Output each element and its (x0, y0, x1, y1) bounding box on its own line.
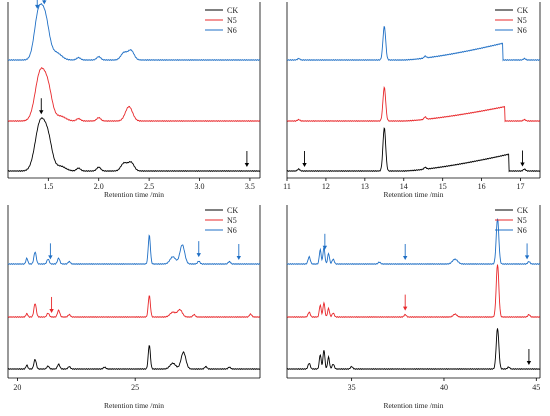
trace-n6 (7, 234, 261, 265)
x-tick-label: 14 (400, 182, 408, 191)
marker-arrowhead (524, 255, 530, 260)
marker-arrowhead (39, 110, 44, 115)
x-tick-label: 20 (13, 383, 21, 392)
legend-label-n5: N5 (517, 16, 527, 25)
x-tick-label: 12 (322, 182, 330, 191)
trace-n5 (7, 67, 261, 122)
legend-label-n5: N5 (517, 216, 527, 225)
trace-ck (7, 117, 261, 172)
x-axis-title: Retention time /min (384, 401, 444, 410)
x-tick-label: 3.0 (195, 182, 205, 191)
trace-n5 (7, 295, 261, 318)
x-tick-label: 3.5 (245, 182, 255, 191)
marker-arrowhead (35, 4, 40, 9)
legend-label-n5: N5 (227, 216, 237, 225)
x-tick-label: 11 (283, 182, 291, 191)
marker-arrowhead (526, 361, 532, 365)
x-tick-label: 13 (361, 182, 369, 191)
trace-n6 (7, 3, 261, 61)
x-tick-label: 40 (440, 383, 448, 392)
marker-arrowhead (402, 306, 408, 311)
legend-label-n6: N6 (227, 226, 237, 235)
legend-label-ck: CK (227, 6, 238, 15)
x-tick-label: 16 (478, 182, 486, 191)
x-tick-label: 2.0 (94, 182, 104, 191)
x-axis-title: Retention time /min (104, 190, 164, 199)
trace-ck (286, 328, 541, 370)
marker-arrowhead (196, 253, 201, 258)
x-axis-title: Retention time /min (384, 190, 444, 199)
x-axis-title: Retention time /min (104, 401, 164, 410)
legend-label-n6: N6 (517, 226, 527, 235)
legend-label-ck: CK (517, 6, 528, 15)
x-tick-label: 25 (131, 383, 139, 392)
trace-n6 (286, 26, 541, 62)
marker-arrowhead (520, 162, 525, 167)
trace-n5 (286, 264, 541, 318)
x-tick-label: 2.5 (144, 182, 154, 191)
legend-label-ck: CK (517, 206, 528, 215)
marker-arrowhead (49, 308, 54, 313)
x-tick-label: 45 (532, 383, 540, 392)
marker-arrowhead (244, 163, 250, 167)
x-tick-label: 35 (348, 383, 356, 392)
marker-arrowhead (322, 245, 328, 250)
x-tick-label: 15 (439, 182, 447, 191)
marker-arrowhead (42, 0, 47, 5)
x-tick-label: 1.5 (43, 182, 53, 191)
trace-ck (286, 127, 541, 173)
x-tick-label: 17 (517, 182, 525, 191)
legend-label-n6: N6 (227, 26, 237, 35)
legend-label-n6: N6 (517, 26, 527, 35)
trace-n5 (286, 86, 541, 123)
legend-label-n5: N5 (227, 16, 237, 25)
marker-arrowhead (402, 256, 408, 260)
marker-arrowhead (48, 255, 53, 260)
marker-arrowhead (302, 163, 307, 167)
trace-ck (7, 345, 261, 370)
marker-arrowhead (236, 256, 242, 260)
legend-label-ck: CK (227, 206, 238, 215)
